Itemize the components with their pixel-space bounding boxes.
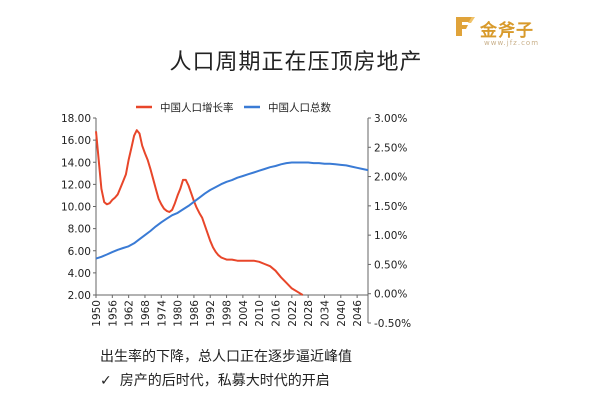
right-axis-tick-label: 0.00% — [374, 289, 407, 301]
left-axis-tick-label: 2.00 — [68, 290, 91, 302]
left-axis-tick-label: 18.00 — [61, 113, 91, 125]
x-axis-tick-label: 1980 — [173, 300, 185, 327]
x-axis-tick-label: 1968 — [140, 300, 152, 327]
note-line-2-text: 房产的后时代，私募大时代的开启 — [119, 373, 330, 389]
left-axis-tick-label: 8.00 — [68, 224, 91, 236]
logo-icon — [456, 17, 475, 36]
x-axis-tick-label: 1974 — [156, 300, 168, 327]
series-line-population-total — [95, 161, 369, 260]
legend-label: 中国人口总数 — [268, 101, 331, 114]
x-axis-tick-label: 2022 — [287, 300, 299, 327]
note-line-2: ✓ 房产的后时代，私募大时代的开启 — [100, 370, 330, 390]
series-line-growth-rate — [95, 129, 304, 296]
left-axis-tick-label: 16.00 — [61, 135, 91, 147]
right-axis-tick-label: 2.50% — [374, 142, 407, 154]
x-axis-tick-label: 2034 — [319, 300, 331, 327]
right-axis-tick-label: 0.50% — [374, 259, 407, 271]
x-axis-tick-label: 1986 — [189, 300, 201, 327]
population-chart: 2.00 4.00 6.00 8.00 10.00 12.00 14.00 16.00 18.0… — [61, 101, 411, 330]
x-axis-tick-label: 2016 — [271, 300, 283, 327]
x-axis-tick-label: 1962 — [124, 300, 136, 327]
x-axis-tick-label: 1998 — [222, 300, 234, 327]
left-axis-tick-label: 6.00 — [68, 246, 91, 258]
x-axis-tick-label: 2004 — [238, 300, 250, 327]
left-axis-tick-label: 12.00 — [61, 179, 91, 191]
right-axis-tick-label: 1.50% — [374, 201, 407, 213]
x-axis-tick-label: 2040 — [336, 300, 348, 327]
note-line-1: 出生率的下降，总人口正在逐步逼近峰值 — [100, 349, 352, 365]
legend-label: 中国人口增长率 — [160, 101, 234, 114]
brand-logo: 金斧子 www.jfz.com — [454, 12, 574, 52]
x-axis-tick-label: 2010 — [254, 300, 266, 327]
logo-text: 金斧子 — [480, 21, 534, 41]
x-axis-tick-label: 2046 — [352, 300, 364, 327]
left-axis-tick-label: 4.00 — [68, 268, 91, 280]
right-axis-tick-label: 3.00% — [374, 113, 407, 125]
left-axis-tick-label: 10.00 — [61, 202, 91, 214]
x-axis-tick-label: 1950 — [91, 300, 103, 327]
x-axis-tick-label: 1992 — [205, 300, 217, 327]
x-axis-tick-label: 2028 — [303, 300, 315, 327]
right-axis-tick-label: -0.50% — [374, 318, 411, 330]
right-axis-tick-label: 1.00% — [374, 230, 407, 242]
check-icon: ✓ — [100, 373, 112, 389]
logo-subtext: www.jfz.com — [484, 39, 540, 47]
left-axis-tick-label: 14.00 — [61, 157, 91, 169]
slide-title: 人口周期正在压顶房地产 — [169, 50, 423, 75]
right-axis-tick-label: 2.00% — [374, 172, 407, 184]
x-axis-tick-label: 1956 — [107, 300, 119, 327]
